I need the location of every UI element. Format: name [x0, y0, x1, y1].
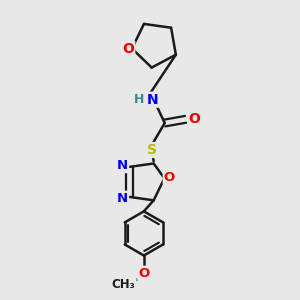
Text: N: N [117, 159, 128, 172]
Text: N: N [147, 93, 158, 107]
Text: S: S [148, 143, 158, 157]
Text: H: H [134, 93, 144, 106]
Text: O: O [164, 170, 175, 184]
Text: O: O [188, 112, 200, 126]
Text: O: O [138, 267, 149, 280]
Text: N: N [117, 192, 128, 205]
Text: O: O [122, 41, 134, 56]
Text: CH₃: CH₃ [112, 278, 136, 291]
